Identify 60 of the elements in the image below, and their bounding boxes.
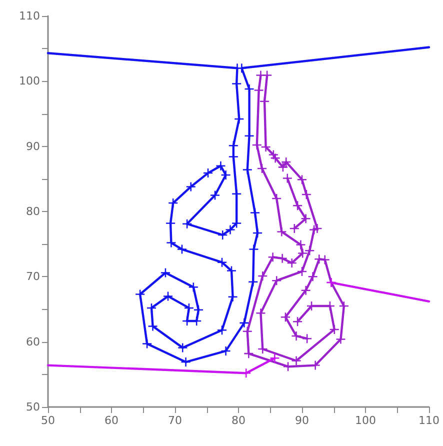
point [277,227,286,236]
y-tick-label: 90 [26,140,40,153]
x-tick-label: 90 [295,414,309,427]
x-tick-label: 80 [232,414,246,427]
point [218,230,228,240]
point [282,174,292,183]
point [242,165,252,174]
y-tick-label: 60 [26,335,40,348]
x-tick-label: 100 [355,414,376,427]
point [221,170,230,180]
point [296,240,306,250]
y-tick-label: 70 [26,270,40,284]
point [301,214,310,224]
point [217,258,226,267]
point [240,318,249,328]
point [282,157,291,166]
point [292,331,301,340]
point [226,225,235,234]
y-tick-label: 100 [19,74,40,88]
point [210,190,220,200]
point [186,182,196,192]
point [216,161,226,170]
y-tick-label: 110 [19,10,40,22]
point [232,79,242,88]
point [278,162,288,172]
point [293,317,302,326]
point [142,339,152,348]
point [160,268,170,278]
point [278,254,287,263]
point [237,64,246,73]
point [270,154,280,163]
point [287,258,296,268]
x-tick-label: 50 [41,414,55,427]
x-tick-label: 70 [168,414,182,427]
x-tick-label: 110 [418,414,440,427]
x-tick-label: 60 [104,414,118,427]
point [320,255,330,264]
point [136,290,145,299]
point [221,346,230,356]
point [177,244,186,254]
point [293,201,302,210]
point [181,358,190,367]
point [250,208,260,218]
point [164,292,173,301]
point [178,343,188,352]
point [262,70,272,80]
point [268,252,278,262]
point [301,286,310,295]
point [166,218,176,228]
point [336,334,346,344]
point [234,114,244,124]
point [227,266,236,276]
point [258,272,268,281]
y-tick-label: 50 [26,400,40,414]
point [298,248,308,258]
point [310,225,319,234]
y-tick-label: 80 [26,205,40,218]
point [292,356,301,366]
point [308,272,318,282]
point [270,354,280,363]
